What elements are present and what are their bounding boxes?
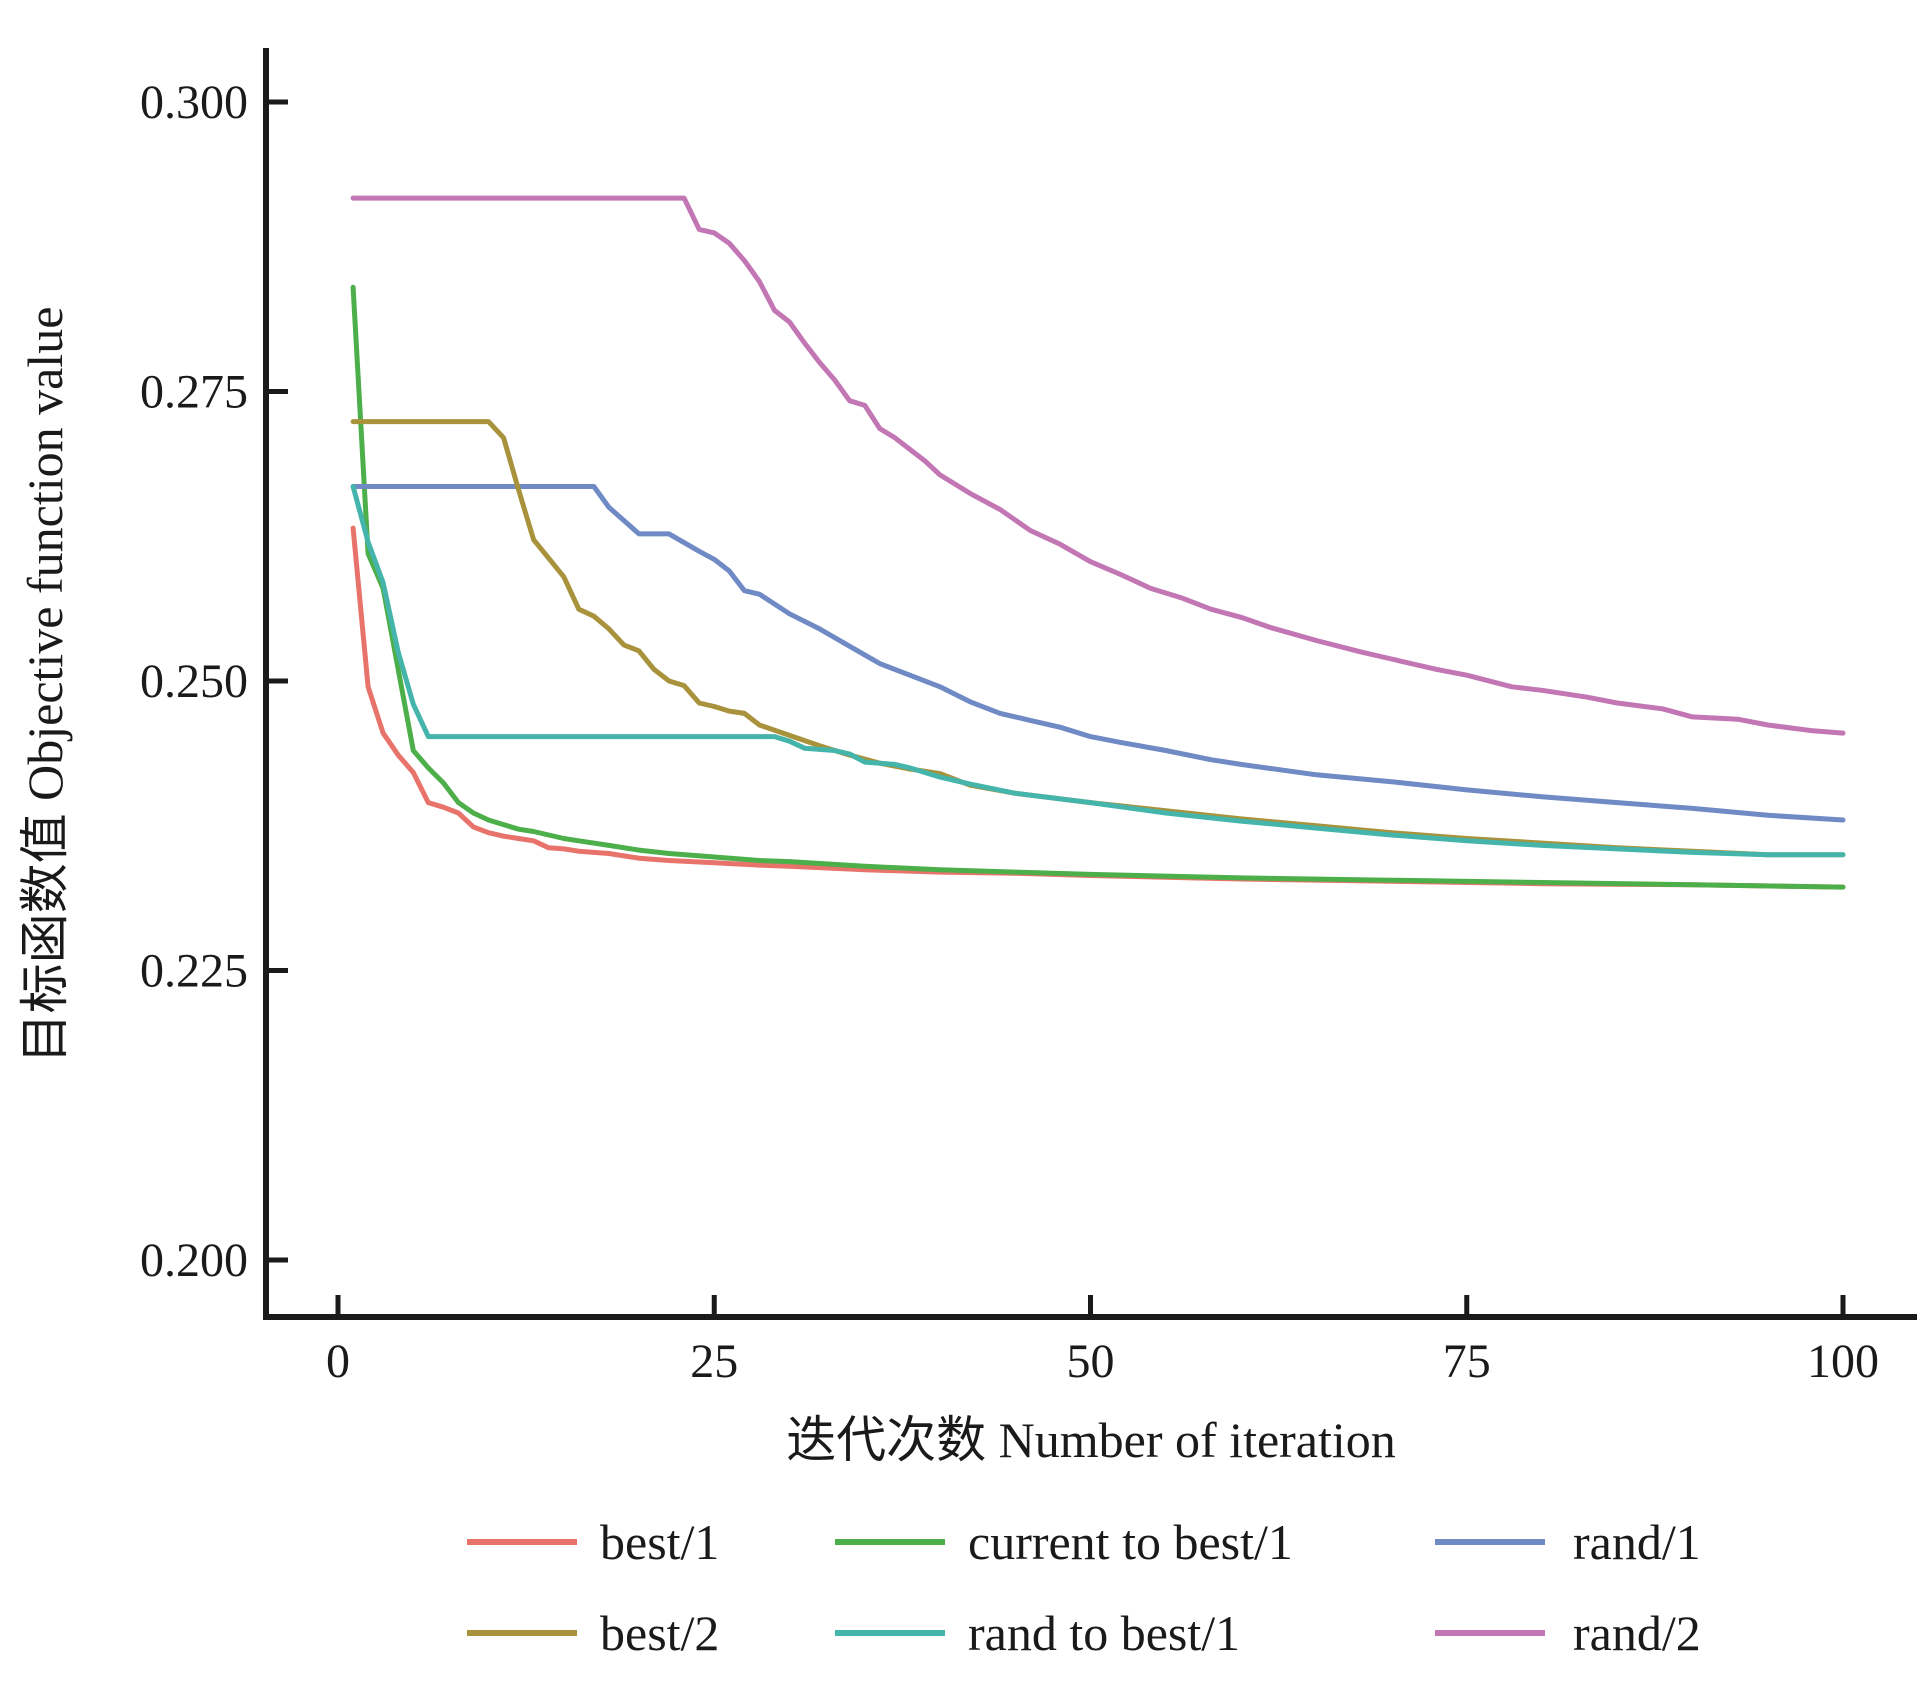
series-layer — [350, 195, 1846, 890]
y-axis-title: 目标函数值 Objective function value — [17, 307, 73, 1064]
series-line-rand-1 — [350, 484, 1846, 823]
y-tick-label: 0.275 — [140, 366, 248, 419]
legend-label-rand-1: rand/1 — [1573, 1514, 1701, 1570]
series-line-rand-to-best-1 — [350, 484, 1846, 858]
axes-layer — [263, 48, 1917, 1320]
legend-label-best-2: best/2 — [600, 1605, 719, 1661]
legend-label-rand-to-best-1: rand to best/1 — [968, 1605, 1240, 1661]
x-tick-label: 25 — [690, 1335, 738, 1388]
x-axis-title: 迭代次数 Number of iteration — [786, 1412, 1396, 1468]
x-ticks: 0 25 50 75 100 — [326, 1295, 1879, 1388]
y-tick-label: 0.225 — [140, 945, 248, 998]
x-tick-label: 50 — [1067, 1335, 1115, 1388]
y-ticks: 0.200 0.225 0.250 0.275 0.300 — [140, 76, 288, 1287]
y-tick-label: 0.250 — [140, 655, 248, 708]
legend-label-best-1: best/1 — [600, 1514, 719, 1570]
legend-label-rand-2: rand/2 — [1573, 1605, 1701, 1661]
series-line-rand-2 — [350, 195, 1846, 736]
y-tick-label: 0.300 — [140, 76, 248, 129]
legend-label-current-to-best-1: current to best/1 — [968, 1514, 1293, 1570]
y-tick-label: 0.200 — [140, 1234, 248, 1287]
series-line-best-1 — [350, 525, 1846, 890]
x-tick-label: 100 — [1807, 1335, 1879, 1388]
x-tick-label: 0 — [326, 1335, 350, 1388]
x-tick-label: 75 — [1443, 1335, 1491, 1388]
legend: best/1 current to best/1 rand/1 best/2 rand … — [467, 1514, 1701, 1661]
series-line-current-to-best-1 — [350, 284, 1846, 890]
